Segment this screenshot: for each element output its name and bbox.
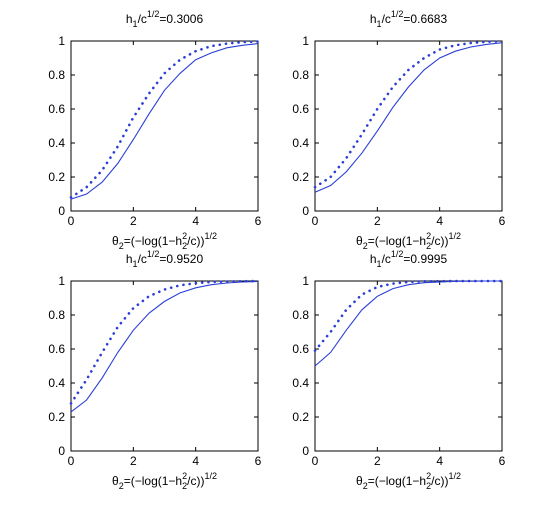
x-axis-label: θ2=(−log(1−h2 2/c))1/2: [356, 471, 461, 491]
x-tick-label: 6: [499, 214, 506, 228]
x-tick-label: 0: [312, 214, 319, 228]
y-tick-label: 1: [58, 34, 65, 48]
x-tick-label: 6: [255, 214, 262, 228]
chart-title: h1/c1/2=0.9520: [126, 249, 204, 269]
x-tick-label: 6: [499, 454, 506, 468]
x-tick-label: 4: [192, 454, 199, 468]
y-tick-label: 0.4: [48, 136, 65, 150]
x-axis-label: θ2=(−log(1−h2 2/c))1/2: [112, 231, 217, 251]
y-tick-label: 0: [302, 204, 309, 218]
chart-panel-4: 0 2 4 6 0 0.2 0.4 0.6 0.8 1 h1/c1/2=0.9995 θ2=(−log…: [292, 249, 505, 491]
y-tick-label: 0.8: [48, 68, 65, 82]
y-tick-label: 0.4: [292, 136, 309, 150]
series-solid-line: [70, 280, 259, 413]
y-tick-label: 0.4: [48, 376, 65, 390]
y-tick-label: 0.8: [292, 308, 309, 322]
axes-box: [314, 280, 503, 452]
y-tick-label: 0.6: [292, 342, 309, 356]
series-dotted-line: [313, 39, 504, 189]
chart-title: h1/c1/2=0.6683: [370, 9, 448, 29]
y-tick-label: 1: [58, 274, 65, 288]
y-tick-label: 1: [302, 274, 309, 288]
series-solid-line: [314, 280, 502, 367]
y-tick-label: 0.8: [48, 308, 65, 322]
x-tick-label: 4: [192, 214, 199, 228]
x-tick-label: 0: [68, 454, 75, 468]
y-tick-label: 0.6: [48, 342, 65, 356]
series-dotted-line: [313, 279, 504, 353]
y-tick-label: 0: [58, 204, 65, 218]
y-tick-label: 0.4: [292, 376, 309, 390]
x-tick-label: 2: [374, 214, 381, 228]
series-solid-line: [70, 43, 259, 200]
x-tick-label: 4: [436, 454, 443, 468]
axes-box: [70, 280, 259, 452]
x-tick-label: 0: [312, 454, 319, 468]
y-tick-label: 0: [302, 444, 309, 458]
y-tick-label: 0.2: [292, 410, 309, 424]
x-tick-label: 4: [436, 214, 443, 228]
chart-title: h1/c1/2=0.3006: [126, 9, 204, 29]
x-axis-label: θ2=(−log(1−h2 2/c))1/2: [356, 231, 461, 251]
y-tick-label: 0.2: [292, 170, 309, 184]
y-tick-label: 1: [302, 34, 309, 48]
chart-panel-1: 0 2 4 6 0 0.2 0.4 0.6 0.8 1 h1/c1/2=0.3006 θ2=(−log…: [48, 9, 261, 251]
x-tick-label: 6: [255, 454, 262, 468]
series-dotted-line: [69, 40, 260, 199]
series-dotted-line: [69, 279, 260, 405]
x-tick-label: 0: [68, 214, 75, 228]
axes-box: [70, 40, 259, 212]
series-solid-line: [314, 42, 503, 193]
y-tick-label: 0.8: [292, 68, 309, 82]
chart-panel-2: 0 2 4 6 0 0.2 0.4 0.6 0.8 1 h1/c1/2=0.6683 θ2=(−log…: [292, 9, 505, 251]
y-tick-label: 0.6: [48, 102, 65, 116]
x-tick-label: 2: [130, 214, 137, 228]
chart-title: h1/c1/2=0.9995: [370, 249, 448, 269]
x-tick-label: 2: [374, 454, 381, 468]
y-tick-label: 0.6: [292, 102, 309, 116]
axes-box: [314, 40, 503, 212]
x-tick-label: 2: [130, 454, 137, 468]
x-axis-label: θ2=(−log(1−h2 2/c))1/2: [112, 471, 217, 491]
y-tick-label: 0.2: [48, 170, 65, 184]
y-tick-label: 0: [58, 444, 65, 458]
y-tick-label: 0.2: [48, 410, 65, 424]
chart-panel-3: 0 2 4 6 0 0.2 0.4 0.6 0.8 1 h1/c1/2=0.9520 θ2=(−log…: [48, 249, 261, 491]
